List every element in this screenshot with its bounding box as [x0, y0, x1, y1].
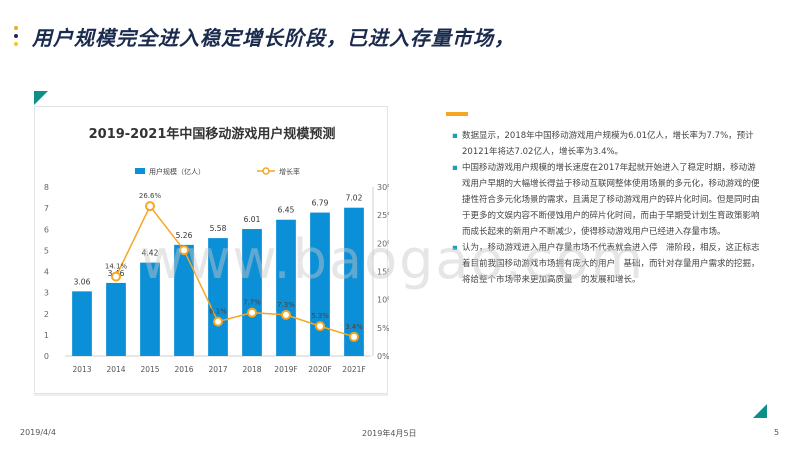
bar [310, 212, 330, 356]
growth-value-label: 7.3% [277, 301, 295, 309]
growth-point [213, 316, 223, 327]
legend-marker-line [262, 167, 270, 175]
slide-heading: 用户规模完全进入稳定增长阶段，已进入存量市场， [32, 26, 515, 50]
y-right-tick-label: 15% [377, 268, 389, 277]
note-text: 数据显示，2018年中国移动游戏用户规模为6.01亿人，增长率为7.7%，预计2… [462, 131, 754, 157]
footer-date-left: 2019/4/4 [20, 428, 56, 437]
bar-value-label: 4.42 [142, 249, 159, 258]
x-tick-label: 2018 [242, 365, 261, 374]
bar [72, 291, 92, 356]
y-left-tick-label: 5 [44, 246, 49, 255]
bullet-icon: ▪ [452, 131, 458, 141]
x-tick-label: 2016 [174, 365, 193, 374]
y-left-tick-label: 6 [44, 225, 49, 234]
bar [106, 282, 126, 356]
bullet-icon: ▪ [452, 243, 458, 253]
bar [174, 244, 194, 356]
growth-point [145, 201, 155, 212]
bar-value-label: 5.26 [176, 231, 193, 240]
bar-value-label: 6.45 [278, 206, 295, 215]
bar [344, 207, 364, 356]
chart-svg: 用户规模（亿人） 增长率 0 1 2 3 4 5 6 7 8 0% 5% 10% 15% 20% 25% 30% 3… [44, 167, 389, 374]
growth-point [111, 271, 121, 282]
bar [208, 238, 228, 356]
growth-value-label: 14.1% [105, 263, 128, 271]
note-item: ▪ 中国移动游戏用户规模的增长速度在2017年起就开始进入了稳定时期，移动游戏用户… [452, 160, 764, 240]
bar-value-label: 3.06 [74, 277, 91, 286]
legend-label-line: 增长率 [279, 167, 300, 176]
growth-value-label: 26.6% [139, 192, 162, 200]
bar-value-label: 7.02 [346, 194, 363, 203]
chart-title: 2019-2021年中国移动游戏用户规模预测 [88, 127, 336, 142]
growth-value-label: 5.3% [311, 312, 329, 320]
growth-value-label: 3.4% [345, 323, 363, 331]
note-item: ▪ 认为，移动游戏进入用户存量市场不代表就会进入停 滞阶段，相反，这正标志着目前我… [452, 240, 764, 288]
y-left-tick-label: 7 [44, 204, 49, 213]
x-tick-label: 2014 [106, 365, 125, 374]
growth-point [349, 331, 359, 342]
y-right-tick-label: 10% [377, 296, 389, 305]
y-right-tick-label: 5% [377, 324, 389, 333]
chart-panel: 2019-2021年中国移动游戏用户规模预测 用户规模（亿人） 增长率 0 1 2 3 4 5… [34, 106, 389, 394]
growth-line [115, 204, 355, 338]
bar-value-label: 6.01 [244, 215, 261, 224]
x-tick-label: 2021F [342, 365, 365, 374]
dot-3 [14, 42, 18, 46]
growth-point [179, 245, 189, 256]
growth-point [247, 307, 257, 318]
x-tick-label: 2017 [208, 365, 227, 374]
bullet-icon: ▪ [452, 163, 458, 173]
growth-point [281, 309, 291, 320]
watermark: www.baogao.com [140, 228, 646, 291]
y-left-tick-label: 1 [44, 331, 49, 340]
footer-page-number: 5 [774, 428, 780, 437]
y-left-tick-label: 3 [44, 289, 49, 298]
bar [140, 262, 160, 356]
y-left-tick-label: 8 [44, 183, 49, 192]
legend-swatch-bar [135, 168, 145, 174]
bar [276, 219, 296, 356]
y-right-tick-label: 25% [377, 211, 389, 220]
y-right-tick-label: 0% [377, 352, 389, 361]
notes-accent-bar [446, 112, 468, 116]
legend-label-bar: 用户规模（亿人） [149, 167, 205, 176]
y-right-tick-label: 20% [377, 239, 389, 248]
growth-value-label: 6.1% [209, 308, 227, 316]
note-text: 认为，移动游戏进入用户存量市场不代表就会进入停 滞阶段，相反，这正标志着目前我国… [462, 243, 760, 285]
notes-list: ▪ 数据显示，2018年中国移动游戏用户规模为6.01亿人，增长率为7.7%，预计… [452, 128, 764, 288]
x-tick-label: 2020F [308, 365, 331, 374]
corner-triangle-top-left [34, 91, 48, 105]
bar-value-label: 5.58 [210, 224, 227, 233]
footer-date-center: 2019年4月5日 [362, 429, 417, 438]
note-text: 中国移动游戏用户规模的增长速度在2017年起就开始进入了稳定时期，移动游戏用户早… [462, 163, 760, 237]
chart-shadow [34, 394, 388, 396]
x-tick-label: 2019F [274, 365, 297, 374]
note-item: ▪ 数据显示，2018年中国移动游戏用户规模为6.01亿人，增长率为7.7%，预计… [452, 128, 764, 160]
y-left-tick-label: 4 [44, 268, 49, 277]
corner-triangle-bottom-right [753, 404, 767, 418]
x-tick-label: 2013 [72, 365, 91, 374]
heading-dots [14, 26, 20, 50]
dot-1 [14, 26, 18, 30]
bar [242, 229, 262, 356]
growth-value-label: 7.7% [243, 299, 261, 307]
bar-value-label: 6.79 [312, 199, 329, 208]
x-tick-label: 2015 [140, 365, 159, 374]
y-left-tick-label: 2 [44, 310, 49, 319]
y-left-tick-label: 0 [44, 352, 49, 361]
dot-2 [14, 34, 18, 38]
y-right-tick-label: 30% [377, 183, 389, 192]
growth-point [315, 321, 325, 332]
